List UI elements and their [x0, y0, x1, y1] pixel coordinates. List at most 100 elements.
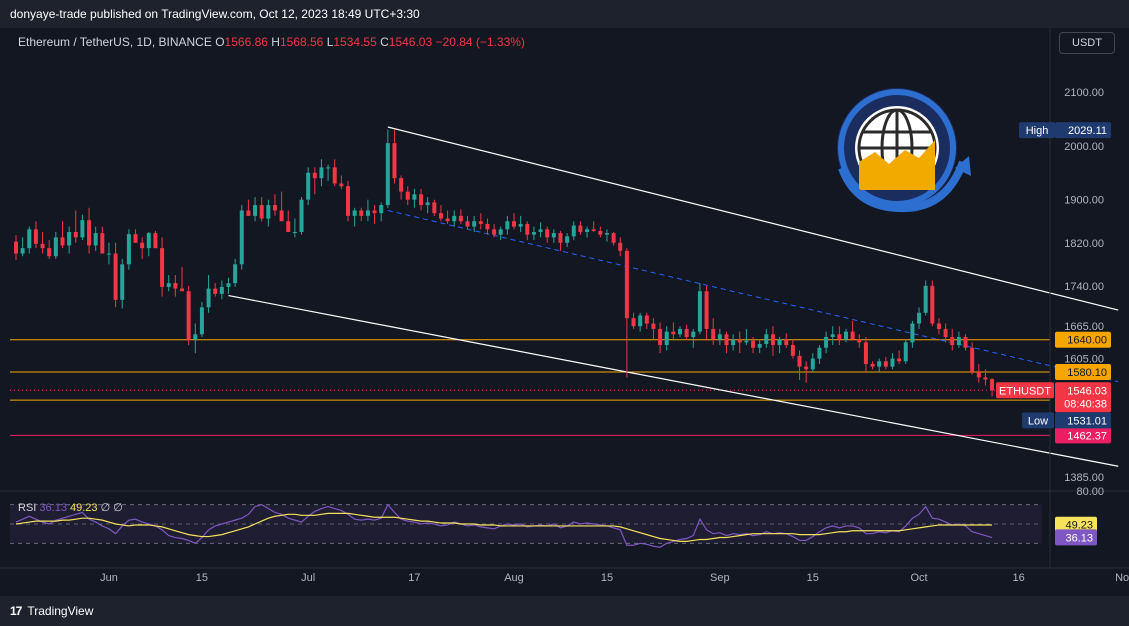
candle[interactable] [777, 337, 782, 354]
candle[interactable] [60, 221, 65, 249]
candle[interactable] [943, 323, 948, 343]
rsi-ma-line[interactable] [15, 512, 993, 543]
candle[interactable] [193, 323, 198, 354]
candle[interactable] [279, 191, 284, 222]
candle[interactable] [897, 350, 902, 364]
candle[interactable] [870, 361, 875, 370]
candle[interactable] [53, 232, 58, 259]
candle[interactable] [956, 331, 961, 348]
candle[interactable] [27, 226, 32, 254]
candle[interactable] [292, 218, 297, 238]
candle[interactable] [272, 194, 277, 216]
candle[interactable] [757, 339, 762, 354]
candle[interactable] [133, 229, 138, 243]
candle[interactable] [844, 328, 848, 343]
candle[interactable] [764, 328, 769, 348]
candle[interactable] [770, 326, 775, 356]
candle[interactable] [638, 312, 643, 332]
candle[interactable] [412, 188, 417, 208]
candle[interactable] [352, 207, 357, 227]
candle[interactable] [146, 232, 151, 257]
candle[interactable] [678, 326, 682, 337]
candle[interactable] [877, 358, 882, 372]
candle[interactable] [551, 229, 556, 243]
candle[interactable] [379, 202, 384, 222]
candle[interactable] [983, 369, 988, 386]
candle[interactable] [40, 232, 45, 254]
candle[interactable] [206, 275, 211, 313]
footer-brand[interactable]: TradingView [27, 604, 94, 618]
candle[interactable] [438, 205, 443, 222]
candle[interactable] [246, 199, 251, 216]
candle[interactable] [419, 188, 424, 211]
candle[interactable] [737, 331, 742, 354]
candle[interactable] [691, 328, 696, 348]
candle[interactable] [824, 331, 829, 354]
candle[interactable] [990, 378, 995, 397]
currency-button[interactable]: USDT [1059, 32, 1115, 54]
candle[interactable] [578, 221, 583, 235]
candle[interactable] [857, 334, 862, 348]
candle[interactable] [817, 345, 822, 364]
candle[interactable] [239, 205, 244, 270]
candle[interactable] [160, 237, 165, 297]
candle[interactable] [883, 356, 888, 370]
candle[interactable] [113, 242, 118, 308]
candle[interactable] [890, 353, 895, 370]
candle[interactable] [604, 229, 609, 242]
candle[interactable] [804, 361, 809, 383]
candle[interactable] [744, 328, 749, 346]
candle[interactable] [903, 339, 908, 364]
candle[interactable] [671, 322, 676, 340]
candle[interactable] [970, 342, 975, 375]
candle[interactable] [452, 210, 457, 227]
candle[interactable] [624, 248, 629, 378]
candle[interactable] [20, 237, 25, 257]
candle[interactable] [259, 197, 264, 222]
candle[interactable] [950, 328, 955, 351]
candle[interactable] [372, 205, 377, 224]
candle[interactable] [810, 353, 815, 372]
candle[interactable] [910, 320, 915, 348]
candle[interactable] [253, 197, 258, 222]
candle[interactable] [923, 280, 928, 316]
candle[interactable] [684, 324, 689, 340]
candle[interactable] [485, 218, 490, 235]
candle[interactable] [93, 226, 98, 251]
candle[interactable] [697, 283, 702, 335]
candle[interactable] [266, 199, 271, 227]
candle[interactable] [731, 334, 736, 351]
candle[interactable] [365, 199, 370, 222]
candle[interactable] [525, 221, 530, 241]
candle[interactable] [326, 164, 331, 181]
candle[interactable] [87, 207, 92, 254]
candle[interactable] [219, 280, 224, 300]
candle[interactable] [631, 312, 636, 329]
candle[interactable] [478, 213, 483, 230]
candle[interactable] [126, 229, 131, 270]
candle[interactable] [963, 334, 968, 351]
candle[interactable] [80, 214, 85, 241]
candle[interactable] [213, 283, 218, 297]
candle[interactable] [100, 226, 105, 254]
candle[interactable] [458, 209, 463, 224]
channel-upper-line[interactable] [387, 126, 1119, 311]
candle[interactable] [472, 215, 477, 232]
candle[interactable] [618, 237, 623, 257]
candle[interactable] [711, 318, 716, 346]
candle[interactable] [571, 221, 576, 241]
candle[interactable] [399, 175, 404, 200]
candle[interactable] [14, 235, 18, 260]
rsi-line[interactable] [15, 503, 993, 548]
candle[interactable] [797, 350, 802, 381]
candle[interactable] [512, 213, 516, 230]
candle[interactable] [664, 326, 669, 351]
candle[interactable] [751, 337, 756, 354]
candle[interactable] [558, 230, 563, 251]
candle[interactable] [153, 230, 158, 249]
candle[interactable] [166, 275, 171, 292]
candle[interactable] [312, 167, 317, 195]
candle[interactable] [644, 312, 649, 329]
tradingview-logo-icon[interactable]: 17 [10, 604, 22, 618]
candle[interactable] [173, 275, 178, 297]
